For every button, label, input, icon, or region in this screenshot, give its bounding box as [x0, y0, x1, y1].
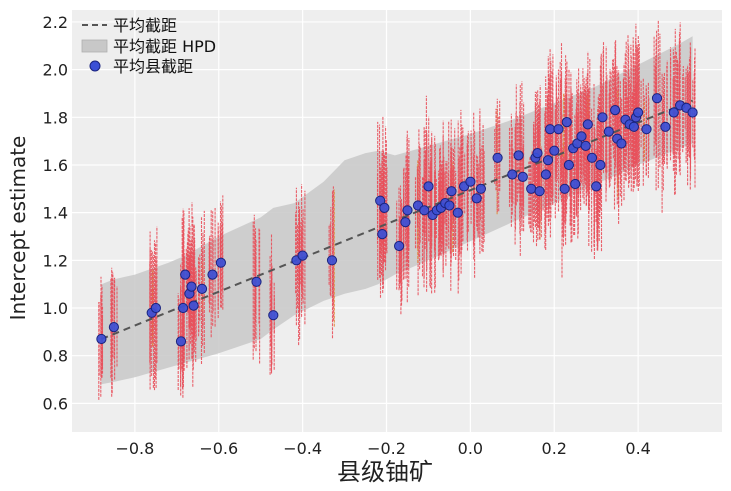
county-point — [586, 152, 598, 163]
county-point — [419, 205, 430, 216]
county-point — [188, 300, 199, 311]
x-tick-label: −0.2 — [367, 439, 406, 458]
county-point — [507, 169, 518, 180]
x-tick-label: −0.6 — [199, 439, 238, 458]
y-tick-label: 1.4 — [43, 204, 68, 223]
y-tick-label: 0.8 — [43, 347, 68, 366]
county-point — [582, 119, 593, 130]
x-tick-label: 0.2 — [542, 439, 567, 458]
county-point — [178, 302, 189, 314]
county-point — [377, 229, 388, 240]
county-point — [542, 155, 554, 166]
county-point — [570, 178, 581, 190]
legend: 平均截距 平均截距 HPD 平均县截距 — [81, 16, 216, 76]
legend-label-county-points: 平均县截距 — [113, 57, 193, 76]
county-point — [297, 250, 308, 261]
county-point — [215, 257, 226, 268]
county-point — [595, 159, 606, 171]
y-tick-label: 1.0 — [43, 299, 68, 318]
county-point — [96, 333, 107, 345]
x-tick-label: 0.0 — [458, 439, 483, 458]
county-point — [597, 112, 608, 123]
x-axis-ticks: −0.8 −0.6 −0.4 −0.2 0.0 0.2 0.4 — [115, 439, 650, 458]
county-point — [633, 107, 644, 118]
county-point — [561, 117, 572, 128]
county-point — [545, 124, 556, 135]
y-tick-label: 1.8 — [43, 108, 68, 127]
county-point — [326, 255, 338, 266]
county-point — [651, 93, 663, 104]
county-point — [180, 269, 191, 280]
y-tick-label: 2.0 — [43, 61, 68, 80]
county-point — [532, 148, 543, 159]
county-point — [660, 121, 671, 132]
posterior-samples — [634, 23, 642, 191]
county-point — [423, 181, 434, 192]
y-axis-label: Intercept estimate — [6, 136, 30, 321]
county-point — [580, 140, 591, 151]
mean-intercept-line — [100, 99, 694, 340]
y-tick-label: 2.2 — [43, 13, 68, 32]
county-point — [492, 152, 503, 163]
county-point — [610, 105, 621, 116]
county-point — [513, 150, 524, 161]
x-axis-label: 县级铀矿 — [337, 458, 433, 486]
county-point — [687, 107, 698, 118]
county-point — [379, 202, 390, 213]
county-point — [452, 207, 463, 218]
county-point — [549, 145, 560, 156]
county-point — [444, 200, 455, 211]
county-point — [150, 302, 161, 314]
county-point — [591, 181, 602, 192]
posterior-samples — [217, 195, 224, 318]
county-point — [628, 121, 640, 132]
posterior-samples — [661, 60, 668, 213]
x-tick-label: −0.4 — [283, 439, 322, 458]
y-tick-label: 1.6 — [43, 156, 68, 175]
county-point — [553, 124, 564, 135]
county-point — [402, 205, 413, 216]
county-point — [603, 126, 614, 137]
legend-band-swatch — [81, 39, 108, 53]
county-point — [251, 276, 262, 287]
county-point — [268, 310, 279, 321]
y-axis-ticks: 0.6 0.8 1.0 1.2 1.4 1.6 1.8 2.0 2.2 — [43, 13, 68, 413]
county-point — [475, 183, 486, 194]
county-point — [534, 186, 545, 197]
county-point — [526, 183, 537, 194]
county-point — [517, 171, 528, 182]
county-point — [471, 193, 482, 204]
legend-label-hpd-band: 平均截距 HPD — [113, 37, 216, 56]
county-point — [465, 176, 476, 187]
county-point — [559, 183, 570, 194]
county-point — [108, 322, 120, 333]
county-point — [641, 124, 652, 135]
county-point — [196, 283, 208, 294]
mean-line-layer — [100, 99, 694, 340]
county-point — [563, 159, 575, 171]
x-tick-label: 0.4 — [625, 439, 650, 458]
x-tick-label: −0.8 — [115, 439, 154, 458]
posterior-samples — [269, 234, 275, 375]
county-point — [394, 240, 405, 252]
county-point — [400, 217, 411, 228]
y-tick-label: 0.6 — [43, 394, 68, 413]
legend-point-swatch — [89, 60, 101, 72]
county-point — [207, 269, 218, 280]
county-points-layer — [96, 93, 698, 347]
county-point — [446, 186, 457, 197]
county-point — [540, 169, 552, 180]
county-point — [576, 131, 587, 142]
y-tick-label: 1.2 — [43, 251, 68, 270]
county-point — [186, 281, 197, 292]
county-point — [616, 138, 627, 149]
county-point — [175, 336, 187, 347]
county-point — [668, 107, 679, 118]
legend-label-mean-line: 平均截距 — [113, 16, 177, 35]
